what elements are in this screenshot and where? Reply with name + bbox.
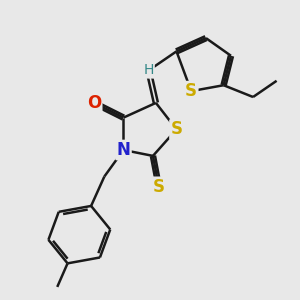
Text: O: O [87,94,101,112]
Text: S: S [170,120,182,138]
Text: S: S [185,82,197,100]
Text: N: N [117,141,130,159]
Text: S: S [153,178,165,196]
Text: H: H [143,64,154,77]
